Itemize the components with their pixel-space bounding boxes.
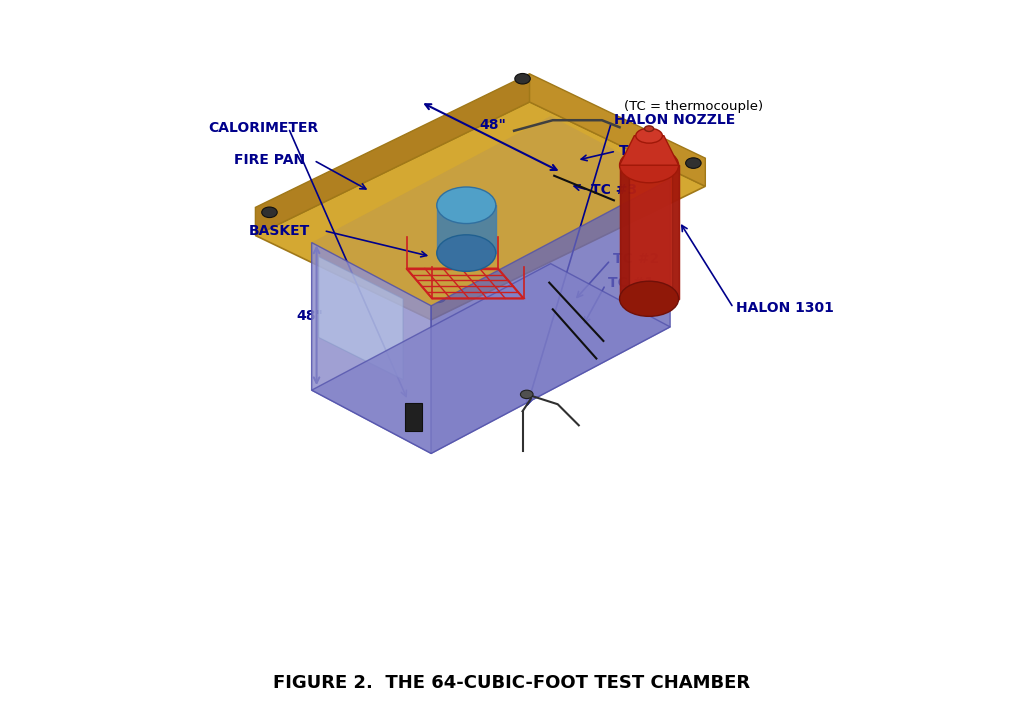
Polygon shape <box>431 179 670 453</box>
Text: HALON 1301: HALON 1301 <box>735 301 834 315</box>
Text: TC #4: TC #4 <box>618 144 666 158</box>
Ellipse shape <box>520 390 534 399</box>
Text: TC #2: TC #2 <box>612 252 658 266</box>
Text: CALORIMETER: CALORIMETER <box>208 121 318 135</box>
Text: 48": 48" <box>297 309 324 323</box>
Text: 48": 48" <box>479 118 506 132</box>
Polygon shape <box>620 136 679 165</box>
Text: (TC = thermocouple): (TC = thermocouple) <box>625 101 764 113</box>
Polygon shape <box>529 74 706 186</box>
Polygon shape <box>311 116 670 306</box>
Ellipse shape <box>515 73 530 84</box>
Ellipse shape <box>686 157 701 169</box>
Text: TC #3: TC #3 <box>591 183 637 197</box>
Polygon shape <box>318 257 403 380</box>
Text: HALON NOZZLE: HALON NOZZLE <box>614 112 735 127</box>
Polygon shape <box>255 74 529 236</box>
Ellipse shape <box>636 128 663 143</box>
Ellipse shape <box>620 281 679 316</box>
Ellipse shape <box>430 292 445 302</box>
Polygon shape <box>255 102 706 320</box>
Polygon shape <box>311 264 670 453</box>
Text: BASKET: BASKET <box>249 224 309 238</box>
Ellipse shape <box>437 235 496 271</box>
Bar <box>406 403 422 431</box>
Ellipse shape <box>644 126 653 131</box>
Text: TC #1: TC #1 <box>607 276 654 290</box>
Polygon shape <box>311 243 431 453</box>
Ellipse shape <box>437 187 496 224</box>
Ellipse shape <box>620 148 679 183</box>
Text: FIRE PAN: FIRE PAN <box>234 153 305 167</box>
Ellipse shape <box>262 207 278 218</box>
Text: FIGURE 2.  THE 64-CUBIC-FOOT TEST CHAMBER: FIGURE 2. THE 64-CUBIC-FOOT TEST CHAMBER <box>273 674 751 692</box>
